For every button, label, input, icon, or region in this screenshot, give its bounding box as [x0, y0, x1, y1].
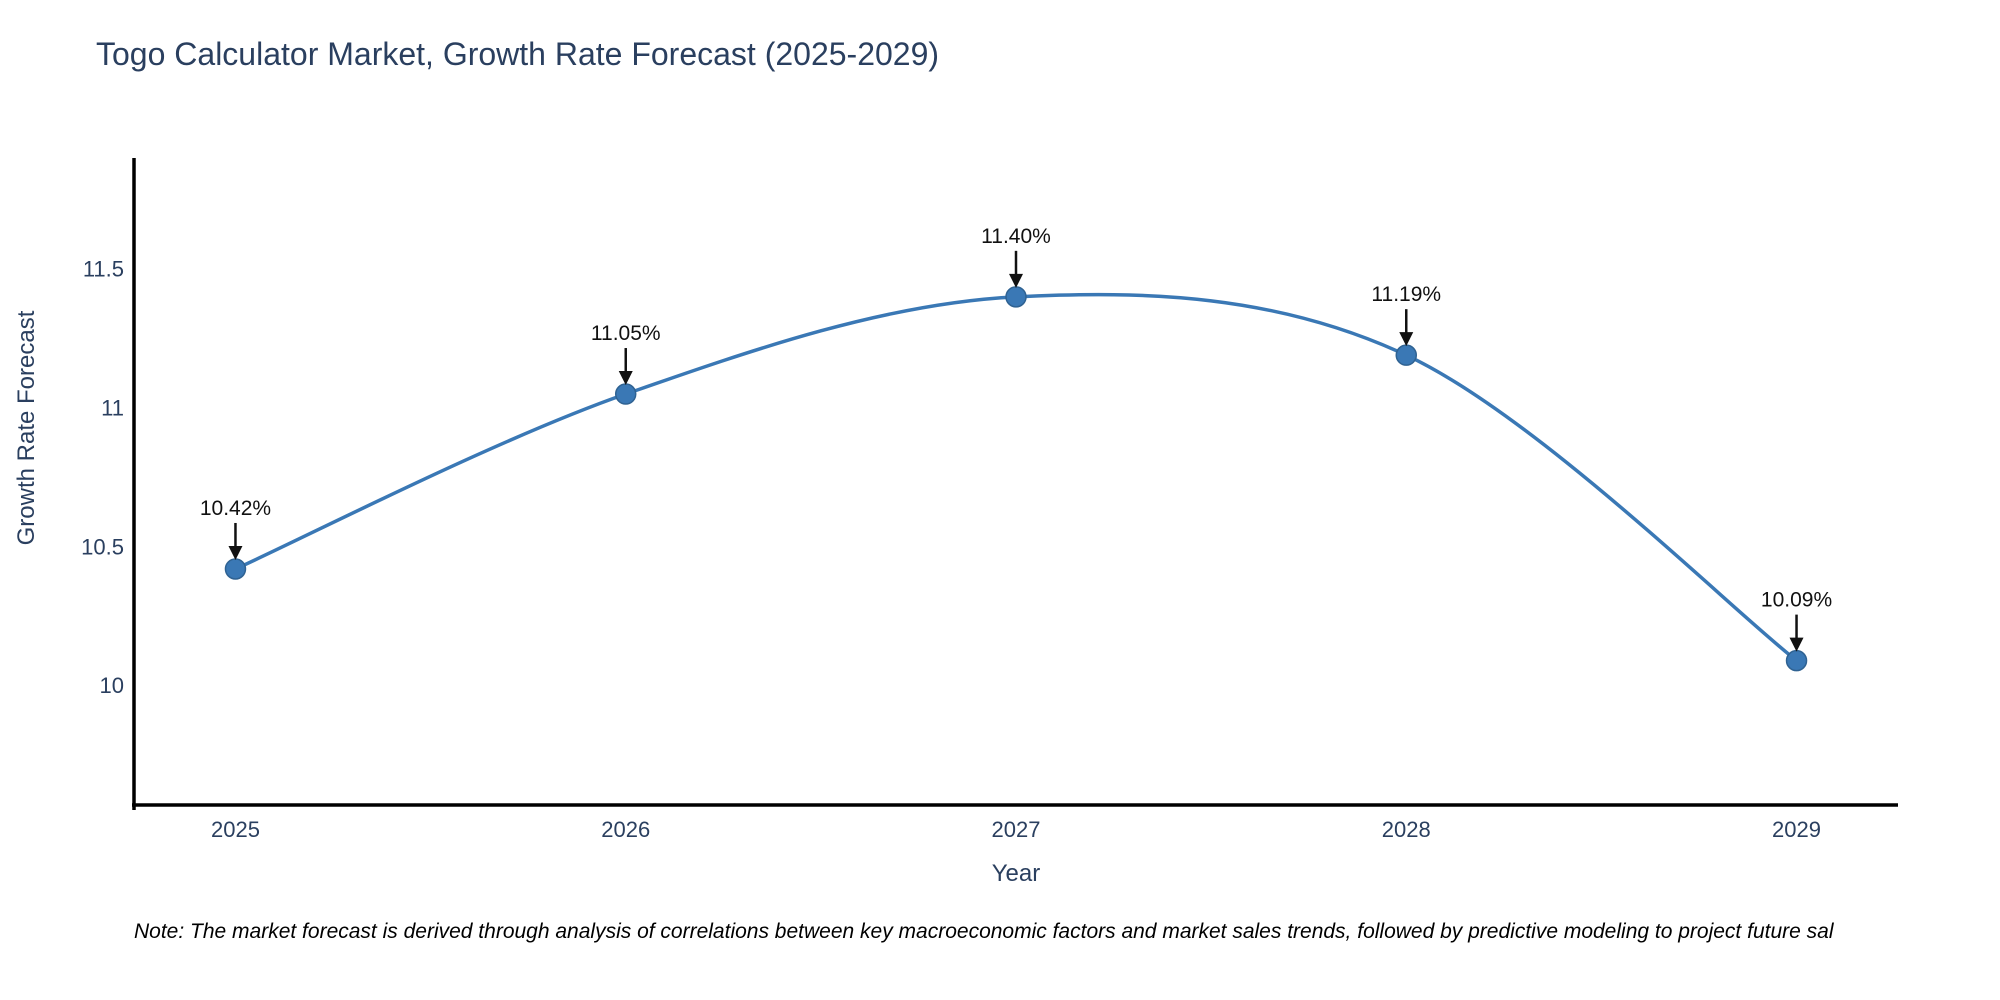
data-point-marker	[1785, 649, 1808, 672]
y-tick-label: 10	[100, 673, 124, 698]
data-point-label: 11.19%	[1371, 283, 1441, 306]
data-point-label: 10.42%	[200, 497, 271, 520]
annotation-arrow-head	[618, 371, 633, 386]
annotation-arrow-head	[1789, 637, 1804, 652]
x-tick-label: 2025	[211, 817, 260, 842]
x-tick-label: 2028	[1382, 817, 1431, 842]
data-point-label: 11.40%	[981, 225, 1051, 248]
data-point-label: 10.09%	[1761, 589, 1832, 612]
annotation-arrow-head	[1399, 332, 1414, 347]
data-point-marker	[224, 558, 247, 580]
data-point-marker	[1395, 344, 1418, 366]
annotation-arrow-head	[1009, 273, 1023, 288]
data-point-marker	[614, 383, 637, 405]
chart-footnote: Note: The market forecast is derived thr…	[134, 920, 1834, 943]
y-axis-title: Growth Rate Forecast	[13, 310, 40, 546]
data-point-marker	[1005, 286, 1027, 308]
x-axis-title: Year	[991, 860, 1041, 887]
y-tick-label: 11.5	[83, 257, 124, 282]
annotation-arrow-head	[228, 545, 243, 560]
x-tick-label: 2029	[1772, 817, 1821, 842]
x-tick-label: 2027	[992, 817, 1041, 842]
data-point-label: 11.05%	[591, 322, 661, 345]
chart-title: Togo Calculator Market, Growth Rate Fore…	[96, 36, 940, 72]
y-tick-label: 11	[101, 395, 124, 420]
y-tick-label: 10.5	[81, 534, 124, 559]
x-tick-label: 2026	[601, 817, 650, 842]
forecast-line	[233, 292, 1799, 663]
